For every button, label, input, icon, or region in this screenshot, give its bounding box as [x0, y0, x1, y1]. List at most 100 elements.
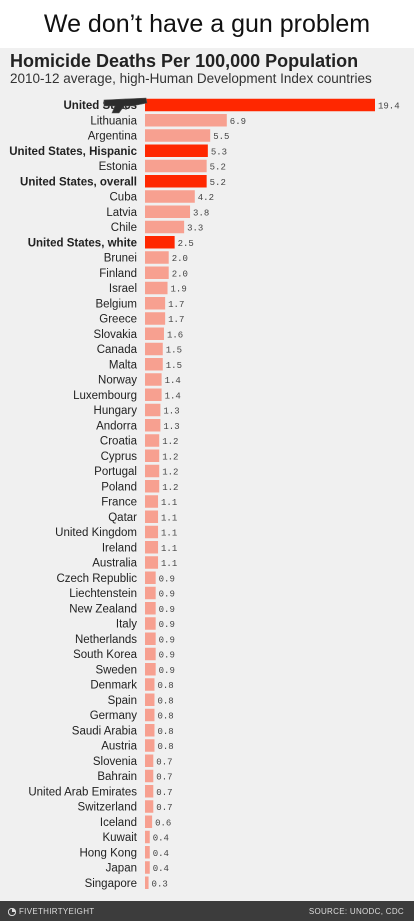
category-label: Hong Kong: [79, 847, 137, 859]
category-label: Iceland: [100, 817, 137, 829]
bar: [145, 785, 154, 798]
bar: [145, 251, 169, 264]
bar: [145, 373, 162, 386]
category-label: Israel: [109, 283, 137, 295]
value-label: 1.3: [163, 407, 179, 417]
meme-caption: We don’t have a gun problem: [0, 0, 414, 48]
bar: [145, 495, 159, 508]
category-label: South Korea: [73, 649, 138, 661]
value-label: 5.5: [213, 132, 229, 142]
value-label: 0.8: [157, 681, 173, 691]
fivethirtyeight-logo-icon: [8, 907, 16, 916]
category-label: France: [101, 497, 137, 509]
value-label: 1.1: [161, 529, 177, 539]
value-label: 5.2: [210, 178, 226, 188]
bar: [145, 190, 195, 203]
bar: [145, 266, 169, 279]
highlighted-bar: [145, 236, 175, 249]
category-label: New Zealand: [69, 603, 137, 615]
category-label: Greece: [99, 314, 137, 326]
value-label: 0.9: [159, 605, 175, 615]
bar: [145, 815, 153, 828]
value-label: 3.3: [187, 224, 203, 234]
category-label: Chile: [111, 222, 137, 234]
category-label: United States, Hispanic: [9, 146, 137, 158]
category-label: Austria: [101, 741, 137, 753]
footer-source: SOURCE: UNODC, CDC: [308, 907, 404, 916]
category-label: Cyprus: [101, 451, 138, 463]
bar: [145, 159, 207, 173]
chart-title: Homicide Deaths Per 100,000 Population: [10, 51, 359, 71]
bar: [145, 830, 150, 844]
bar: [145, 205, 191, 218]
highlighted-bar: [145, 98, 375, 112]
category-label: Slovakia: [94, 329, 138, 341]
value-label: 0.9: [159, 590, 175, 600]
gun-graphic: [103, 97, 148, 114]
value-label: 1.3: [163, 422, 179, 432]
category-label: Portugal: [94, 466, 137, 478]
bar: [145, 876, 149, 889]
category-label: Liechtenstein: [69, 588, 137, 600]
category-label: Slovenia: [93, 756, 138, 768]
value-label: 1.1: [161, 498, 177, 508]
bar: [145, 480, 160, 493]
bar: [145, 769, 154, 783]
category-label: Sweden: [95, 664, 137, 676]
trigger-guard-icon: [122, 105, 131, 110]
value-label: 1.1: [161, 544, 177, 554]
bar: [145, 556, 159, 569]
category-label: United Kingdom: [55, 527, 137, 539]
bar: [145, 434, 160, 447]
category-label: Canada: [97, 344, 138, 356]
bar: [145, 739, 155, 752]
bar: [145, 114, 227, 127]
value-label: 2.5: [178, 239, 194, 249]
bar: [145, 708, 155, 722]
bar: [145, 281, 168, 295]
category-label: Croatia: [100, 436, 138, 448]
bar: [145, 846, 150, 859]
category-label: Australia: [92, 558, 137, 570]
bar: [145, 693, 155, 706]
chart-subtitle: 2010-12 average, high-Human Development …: [10, 71, 372, 86]
bar: [145, 663, 156, 676]
value-label: 0.7: [156, 788, 172, 798]
value-label: 0.4: [153, 834, 169, 844]
value-label: 1.6: [167, 330, 183, 340]
chart-card: Homicide Deaths Per 100,000 Population 2…: [0, 48, 414, 901]
bar: [145, 342, 163, 356]
category-label: Latvia: [106, 207, 137, 219]
value-label: 0.7: [156, 757, 172, 767]
category-label: Spain: [108, 695, 137, 707]
bar: [145, 678, 155, 691]
value-label: 0.7: [156, 773, 172, 783]
bar: [145, 220, 185, 234]
bar: [145, 724, 155, 737]
value-label: 0.9: [159, 651, 175, 661]
category-label: Japan: [106, 863, 137, 875]
category-label: Saudi Arabia: [72, 725, 138, 737]
category-label: Italy: [116, 619, 137, 631]
bar: [145, 647, 156, 661]
value-label: 1.2: [162, 452, 178, 462]
bar: [145, 571, 156, 584]
category-label: Germany: [90, 710, 138, 722]
bar: [145, 617, 156, 630]
category-label: Malta: [109, 359, 138, 371]
bar: [145, 449, 160, 462]
category-label: Czech Republic: [56, 573, 137, 585]
value-label: 1.1: [161, 559, 177, 569]
bar: [145, 525, 159, 539]
category-label: Hungary: [94, 405, 138, 417]
value-label: 0.8: [157, 742, 173, 752]
value-label: 1.7: [168, 315, 184, 325]
bar: [145, 388, 162, 401]
bar: [145, 312, 166, 325]
value-label: 3.8: [193, 208, 209, 218]
value-label: 1.5: [166, 346, 182, 356]
value-label: 0.8: [157, 727, 173, 737]
value-label: 1.1: [161, 513, 177, 523]
value-label: 1.9: [171, 285, 187, 295]
